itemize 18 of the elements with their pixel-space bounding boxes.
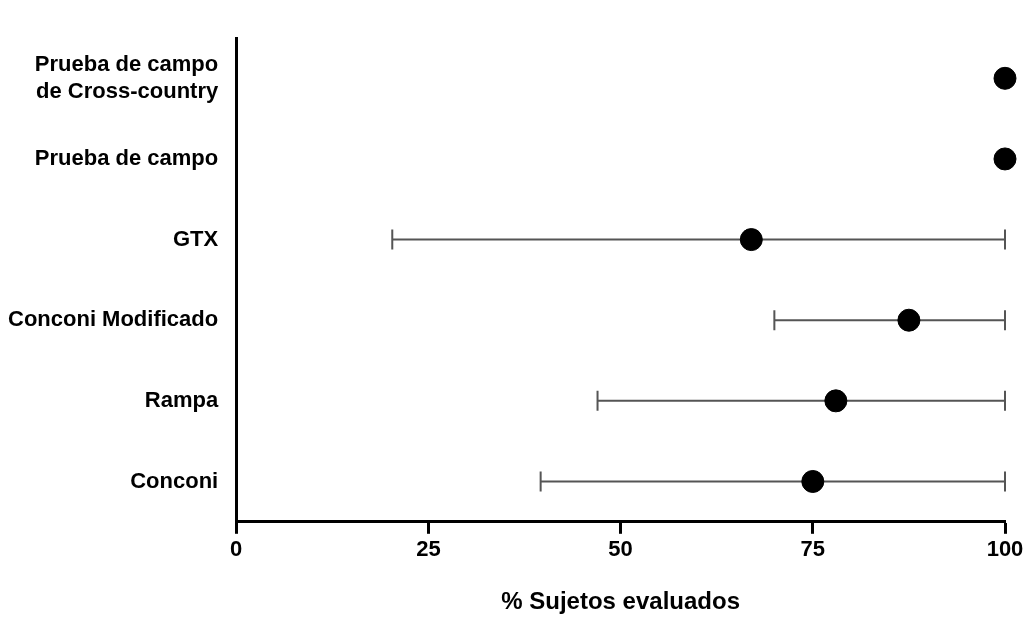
point (993, 66, 1017, 90)
point (801, 469, 825, 493)
x-tick-label: 100 (986, 536, 1024, 562)
x-tick-label: 0 (230, 536, 243, 562)
x-tick-label: 25 (416, 536, 441, 562)
point (739, 228, 763, 252)
y-tick-label: GTX (172, 225, 219, 251)
x-axis-title: % Sujetos evaluados (501, 587, 740, 615)
y-tick-label: Rampa (144, 386, 219, 412)
x-tick-label: 50 (608, 536, 633, 562)
y-tick-label: Conconi Modificado (8, 306, 219, 332)
point (993, 147, 1017, 171)
x-tick-label: 75 (800, 536, 826, 562)
y-tick-label: Prueba de campo de Cross-country (34, 51, 219, 103)
y-tick-label: Conconi (130, 467, 219, 493)
point (897, 308, 921, 332)
y-tick-label: Prueba de campo (34, 145, 219, 171)
point (824, 389, 848, 413)
